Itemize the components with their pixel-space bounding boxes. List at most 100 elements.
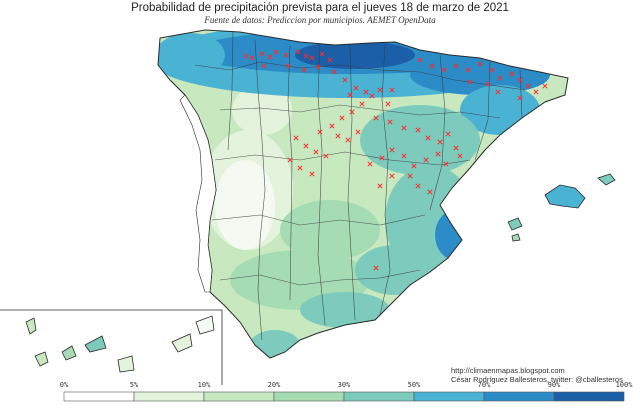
station-marker [497, 75, 503, 81]
station-marker [261, 63, 267, 69]
station-marker [369, 93, 375, 99]
station-marker [417, 57, 423, 63]
station-marker [293, 135, 299, 141]
canary-islands-inset [0, 309, 223, 385]
station-marker [377, 87, 383, 93]
station-marker [259, 51, 265, 57]
station-marker [453, 63, 459, 69]
legend-swatch [273, 391, 345, 402]
legend-label: 10% [197, 381, 211, 389]
station-marker [477, 61, 483, 67]
station-marker [509, 71, 515, 77]
legend-swatch [343, 391, 415, 402]
station-marker [347, 92, 353, 98]
station-marker [313, 149, 319, 155]
station-marker [429, 63, 435, 69]
station-marker [435, 151, 441, 157]
province-borders [194, 31, 526, 341]
station-marker [495, 89, 501, 95]
legend-label: 70% [477, 381, 491, 389]
legend-label: 20% [267, 381, 281, 389]
station-marker [342, 77, 348, 83]
station-marker [425, 135, 431, 141]
legend-swatch [63, 391, 135, 402]
legend-swatch [133, 391, 205, 402]
station-marker [385, 101, 391, 107]
station-marker [355, 129, 361, 135]
station-marker [317, 129, 323, 135]
station-marker [349, 109, 355, 115]
station-marker [389, 147, 395, 153]
peninsula-fill [158, 30, 568, 358]
station-marker [335, 133, 341, 139]
high-probability-markers [243, 49, 548, 271]
station-marker [287, 157, 293, 163]
legend-swatch [483, 391, 555, 402]
station-marker [301, 67, 307, 73]
station-marker [309, 55, 315, 61]
station-marker [339, 115, 345, 121]
station-marker [427, 189, 433, 195]
station-marker [542, 83, 548, 89]
station-marker [295, 49, 301, 55]
station-marker [411, 163, 417, 169]
legend-label: 90% [547, 381, 561, 389]
station-marker [323, 153, 329, 159]
station-marker [489, 67, 495, 73]
credits-author: César Rodríguez Ballesteros, twitter: @c… [451, 375, 623, 384]
station-marker [373, 265, 379, 271]
station-marker [453, 145, 459, 151]
station-marker [309, 171, 315, 177]
station-marker [485, 81, 491, 87]
station-marker [249, 55, 255, 61]
station-marker [467, 79, 473, 85]
station-marker [267, 54, 273, 60]
station-marker [303, 143, 309, 149]
station-marker [407, 173, 413, 179]
legend-swatch [203, 391, 275, 402]
legend-label: 5% [129, 381, 139, 389]
station-marker [457, 153, 463, 159]
station-marker [359, 101, 365, 107]
balearic-islands [507, 173, 616, 242]
station-marker [329, 123, 335, 129]
legend-label: 30% [337, 381, 351, 389]
station-marker [331, 69, 337, 75]
legend-swatch [413, 391, 485, 402]
station-marker [415, 127, 421, 133]
station-marker [389, 173, 395, 179]
station-marker [243, 53, 249, 59]
legend-label: 50% [407, 381, 421, 389]
station-marker [441, 67, 447, 73]
legend-swatch [553, 391, 625, 402]
legend-colorbar [63, 391, 625, 402]
station-marker [437, 139, 443, 145]
station-marker [525, 83, 531, 89]
station-marker [423, 157, 429, 163]
station-marker [401, 125, 407, 131]
station-marker [315, 64, 321, 70]
station-marker [319, 51, 325, 57]
station-marker [465, 67, 471, 73]
station-marker [373, 115, 379, 121]
station-marker [533, 89, 539, 95]
station-marker [285, 63, 291, 69]
station-marker [401, 153, 407, 159]
station-marker [377, 183, 383, 189]
station-marker [415, 183, 421, 189]
station-marker [327, 57, 333, 63]
portugal-area [179, 94, 217, 293]
station-marker [297, 165, 303, 171]
station-marker [303, 53, 309, 59]
map-title: Probabilidad de precipitación prevista p… [131, 2, 509, 14]
station-marker [379, 155, 385, 161]
map-subtitle: Fuente de datos: Prediccion por municipi… [204, 15, 436, 25]
station-marker [353, 85, 359, 91]
legend-label: 100% [615, 381, 633, 389]
station-marker [389, 87, 395, 93]
station-marker [283, 52, 289, 58]
station-marker [363, 89, 369, 95]
credits-url: http://climaenmapas.blogspot.com [451, 366, 565, 375]
